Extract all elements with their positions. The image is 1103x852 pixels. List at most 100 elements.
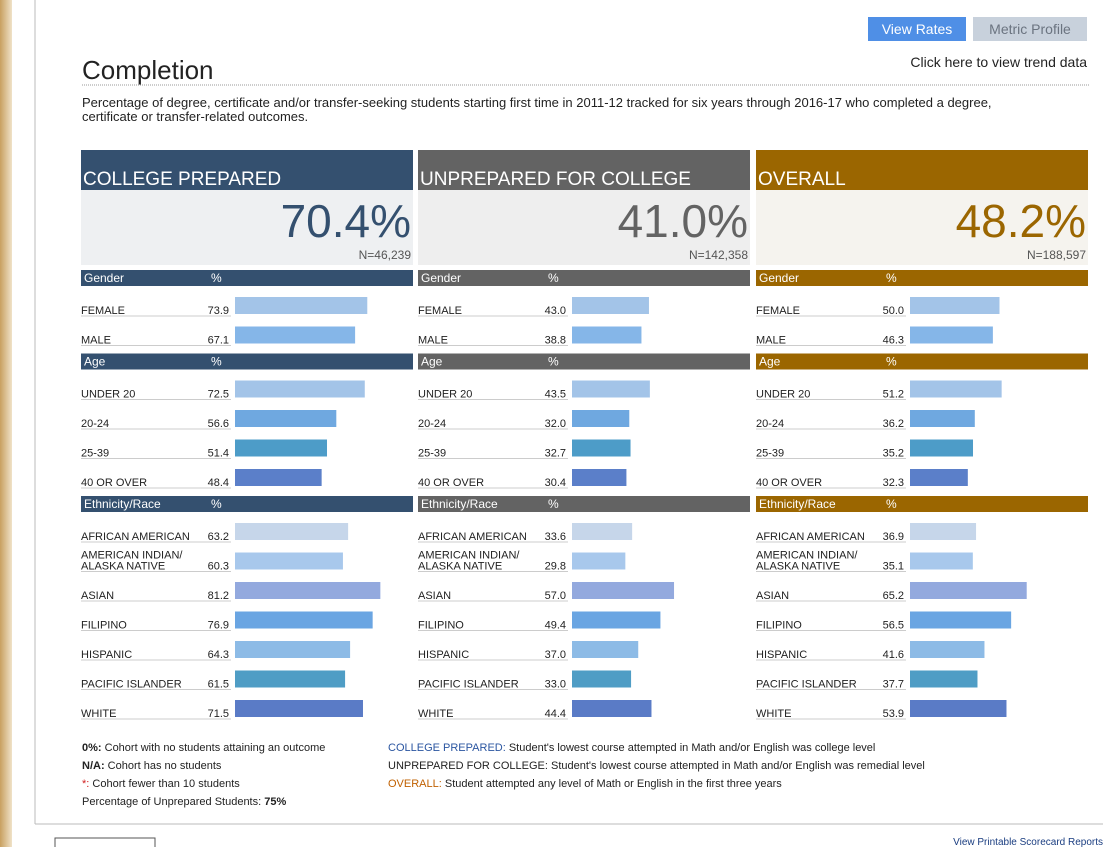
row-value: 38.8 — [545, 335, 566, 347]
page-title: Completion — [82, 55, 214, 85]
row-label[interactable]: 40 OR OVER — [81, 477, 147, 489]
trend-link[interactable]: Click here to view trend data — [910, 54, 1087, 70]
tab-label[interactable]: Metric Profile — [989, 21, 1071, 37]
row-label[interactable]: PACIFIC ISLANDER — [418, 679, 519, 691]
row-value: 32.7 — [545, 448, 566, 460]
row-label[interactable]: ALASKA NATIVE — [81, 561, 165, 573]
cohort-size: N=188,597 — [1027, 248, 1086, 262]
row-label[interactable]: 25-39 — [756, 448, 784, 460]
group-name: Gender — [421, 271, 461, 285]
row-label[interactable]: 40 OR OVER — [756, 477, 822, 489]
bar — [910, 523, 977, 540]
row-label[interactable]: ASIAN — [756, 590, 789, 602]
row-label[interactable]: 20-24 — [418, 418, 446, 430]
footer-link[interactable]: View Printable Scorecard Reports — [953, 837, 1103, 848]
row-label[interactable]: UNDER 20 — [81, 389, 135, 401]
group-name: Gender — [759, 271, 799, 285]
bar — [572, 410, 630, 427]
button[interactable] — [54, 837, 156, 852]
group-col: % — [211, 271, 222, 285]
bar — [572, 523, 633, 540]
bar — [235, 670, 346, 688]
group-header — [418, 353, 750, 370]
row-label[interactable]: FEMALE — [418, 305, 462, 317]
row-label[interactable]: FEMALE — [756, 305, 800, 317]
bar — [235, 611, 373, 629]
note-text: Student attempted any level of Math or E… — [445, 778, 782, 790]
row-label[interactable]: ASIAN — [81, 590, 114, 602]
bar — [572, 297, 649, 314]
row-label[interactable]: 25-39 — [418, 448, 446, 460]
row-label[interactable]: HISPANIC — [418, 649, 469, 661]
bar — [235, 326, 356, 344]
row-label[interactable]: MALE — [418, 335, 448, 347]
rate-box — [756, 190, 1088, 265]
row-label[interactable]: WHITE — [418, 708, 453, 720]
group-name: Ethnicity/Race — [759, 497, 836, 511]
rate-box — [81, 190, 413, 265]
row-label[interactable]: ALASKA NATIVE — [756, 561, 840, 573]
row-label[interactable]: MALE — [756, 335, 786, 347]
row-label[interactable]: 20-24 — [81, 418, 109, 430]
tab-button[interactable] — [973, 17, 1087, 41]
row-value: 73.9 — [208, 305, 229, 317]
row-label[interactable]: HISPANIC — [756, 649, 807, 661]
row-value: 35.1 — [883, 561, 904, 573]
row-label[interactable]: WHITE — [756, 708, 791, 720]
row-label[interactable]: PACIFIC ISLANDER — [81, 679, 182, 691]
note-term: 0%: — [82, 742, 102, 754]
row-value: 37.7 — [883, 679, 904, 691]
row-label[interactable]: UNDER 20 — [418, 389, 472, 401]
bar — [235, 582, 381, 599]
row-label[interactable]: 40 OR OVER — [418, 477, 484, 489]
row-label[interactable]: ASIAN — [418, 590, 451, 602]
row-label[interactable]: ALASKA NATIVE — [418, 561, 502, 573]
row-label[interactable]: AMERICAN INDIAN/ — [81, 550, 183, 562]
cohort-size: N=46,239 — [359, 248, 412, 262]
note-text: Cohort has no students — [108, 760, 222, 772]
row-label[interactable]: FILIPINO — [418, 620, 464, 632]
cohort-size: N=142,358 — [689, 248, 748, 262]
row-label[interactable]: FILIPINO — [756, 620, 802, 632]
panel-header — [756, 150, 1088, 190]
bar — [910, 582, 1027, 599]
note-term: *: — [82, 778, 89, 790]
row-value: 76.9 — [208, 620, 229, 632]
tab-button[interactable] — [868, 17, 966, 41]
row-label[interactable]: AFRICAN AMERICAN — [81, 531, 190, 543]
bar — [235, 469, 322, 486]
row-label[interactable]: WHITE — [81, 708, 116, 720]
group-name: Gender — [84, 271, 124, 285]
row-label[interactable]: MALE — [81, 335, 111, 347]
bar — [235, 641, 351, 658]
row-label[interactable]: AMERICAN INDIAN/ — [756, 550, 858, 562]
row-label[interactable]: HISPANIC — [81, 649, 132, 661]
row-value: 46.3 — [883, 335, 904, 347]
row-label[interactable]: PACIFIC ISLANDER — [756, 679, 857, 691]
group-header — [81, 496, 413, 512]
group-header — [418, 270, 750, 286]
row-label[interactable]: 25-39 — [81, 448, 109, 460]
bar — [910, 439, 974, 457]
tab-label[interactable]: View Rates — [882, 21, 953, 37]
bar — [910, 641, 985, 658]
row-label[interactable]: FEMALE — [81, 305, 125, 317]
note: UNPREPARED FOR COLLEGE: Student's lowest… — [388, 760, 925, 772]
group-header — [756, 496, 1088, 512]
row-label[interactable]: FILIPINO — [81, 620, 127, 632]
row-label[interactable]: AMERICAN INDIAN/ — [418, 550, 520, 562]
row-value: 56.6 — [208, 418, 229, 430]
row-label[interactable]: 20-24 — [756, 418, 784, 430]
row-value: 32.0 — [545, 418, 566, 430]
row-value: 56.5 — [883, 620, 904, 632]
row-label[interactable]: AFRICAN AMERICAN — [756, 531, 865, 543]
bar — [572, 700, 652, 717]
bar — [910, 326, 993, 344]
rate: 41.0% — [618, 195, 748, 247]
group-col: % — [548, 497, 559, 511]
row-label[interactable]: AFRICAN AMERICAN — [418, 531, 527, 543]
rate: 70.4% — [281, 195, 411, 247]
row-value: 51.2 — [883, 389, 904, 401]
row-label[interactable]: UNDER 20 — [756, 389, 810, 401]
bar — [235, 700, 363, 717]
